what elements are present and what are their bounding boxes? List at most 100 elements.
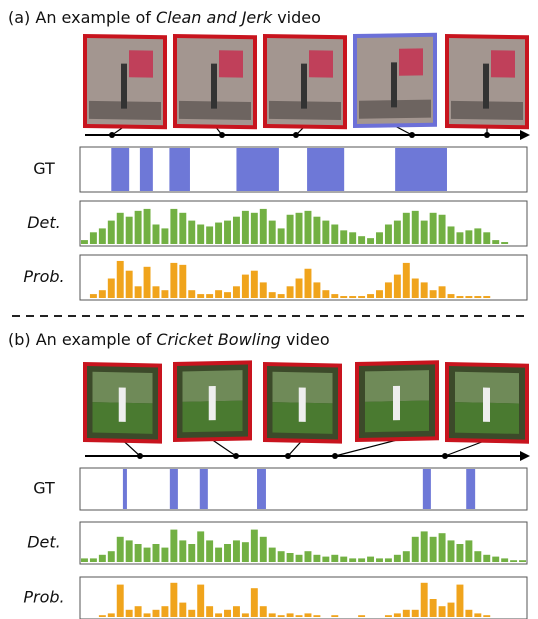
- det-bar: [117, 213, 124, 244]
- det-bar: [126, 540, 133, 562]
- det-bar: [206, 540, 213, 562]
- prob-bar: [403, 610, 410, 617]
- det-bar: [99, 228, 106, 244]
- det-bar: [412, 211, 419, 244]
- timeline-dot: [332, 453, 338, 459]
- det-bar: [287, 553, 294, 562]
- row-label: Det.: [27, 213, 61, 232]
- det-bar: [439, 215, 446, 244]
- det-bar: [322, 557, 329, 562]
- det-bar: [331, 225, 338, 245]
- prob-bar: [394, 613, 401, 617]
- gt-segment: [169, 148, 190, 191]
- frame-detail: [209, 386, 216, 420]
- det-bar: [224, 544, 231, 562]
- gt-segment: [307, 148, 344, 191]
- video-frame: [175, 36, 255, 127]
- prob-bar: [421, 282, 428, 298]
- det-bar: [206, 226, 213, 244]
- det-bar: [367, 557, 374, 562]
- prob-bar: [242, 275, 249, 298]
- det-bar: [403, 213, 410, 244]
- prob-bar: [260, 606, 267, 617]
- det-bar: [296, 213, 303, 244]
- timeline-dot: [293, 132, 299, 138]
- video-frame: [357, 362, 437, 440]
- prob-bar: [269, 613, 276, 617]
- row-label: Det.: [27, 533, 61, 552]
- prob-bar: [448, 294, 455, 298]
- prob-bar: [206, 606, 213, 617]
- det-bar: [421, 221, 428, 244]
- prob-bar: [403, 263, 410, 298]
- prob-bar: [224, 292, 231, 298]
- det-bar: [135, 211, 142, 244]
- det-bar: [179, 213, 186, 244]
- prob-bar: [260, 282, 267, 298]
- prob-bar: [287, 613, 294, 617]
- prob-bar: [144, 267, 151, 298]
- det-bar: [170, 530, 177, 562]
- prob-bar: [242, 613, 249, 617]
- prob-bar: [456, 585, 463, 617]
- det-bar: [430, 537, 437, 562]
- det-bar: [394, 555, 401, 562]
- frame-detail: [121, 64, 127, 109]
- frame-detail: [119, 388, 126, 422]
- frame-detail: [219, 50, 243, 77]
- prob-bar: [305, 269, 312, 298]
- det-bar: [510, 560, 517, 562]
- det-bar: [179, 540, 186, 562]
- row-label: Prob.: [23, 267, 64, 286]
- prob-bar: [412, 610, 419, 617]
- prob-bar: [215, 290, 222, 298]
- prob-bar: [278, 615, 285, 617]
- panel-title: (b) An example of Cricket Bowling video: [8, 330, 330, 349]
- frame-detail: [129, 50, 153, 77]
- prob-bar: [215, 613, 222, 617]
- timeline-arrow: [520, 451, 530, 461]
- det-bar: [197, 225, 204, 245]
- prob-bar: [305, 613, 312, 617]
- prob-bar: [465, 296, 472, 298]
- prob-bar: [430, 290, 437, 298]
- det-bar: [269, 548, 276, 562]
- det-bar: [233, 217, 240, 244]
- det-bar: [474, 228, 481, 244]
- det-bar: [313, 555, 320, 562]
- prob-bar: [117, 585, 124, 617]
- prob-bar: [161, 290, 168, 298]
- det-bar: [296, 555, 303, 562]
- det-bar: [135, 544, 142, 562]
- prob-bar: [349, 296, 356, 298]
- det-bar: [242, 542, 249, 562]
- prob-bar: [448, 603, 455, 617]
- frame-detail: [483, 388, 490, 422]
- prob-bar: [483, 296, 490, 298]
- prob-bar: [394, 275, 401, 298]
- prob-bar: [313, 615, 320, 617]
- prob-bar: [161, 606, 168, 617]
- det-bar: [153, 544, 160, 562]
- video-frame: [265, 364, 340, 442]
- timeline-dot: [442, 453, 448, 459]
- prob-bar: [224, 610, 231, 617]
- prob-bar: [430, 599, 437, 617]
- prob-bar: [99, 290, 106, 298]
- video-frame: [175, 362, 250, 440]
- det-bar: [349, 558, 356, 562]
- prob-bar: [367, 294, 374, 298]
- prob-bar: [269, 292, 276, 298]
- video-frame: [85, 364, 160, 442]
- prob-bar: [170, 263, 177, 298]
- det-bar: [492, 557, 499, 562]
- timeline-dot: [109, 132, 115, 138]
- prob-bar: [233, 606, 240, 617]
- prob-bar: [385, 282, 392, 298]
- prob-bar: [126, 271, 133, 298]
- gt-segment: [466, 469, 475, 509]
- title-suffix: video: [281, 330, 330, 349]
- det-bar: [153, 225, 160, 245]
- title-prefix: (b) An example of: [8, 330, 156, 349]
- frame-detail: [393, 386, 400, 420]
